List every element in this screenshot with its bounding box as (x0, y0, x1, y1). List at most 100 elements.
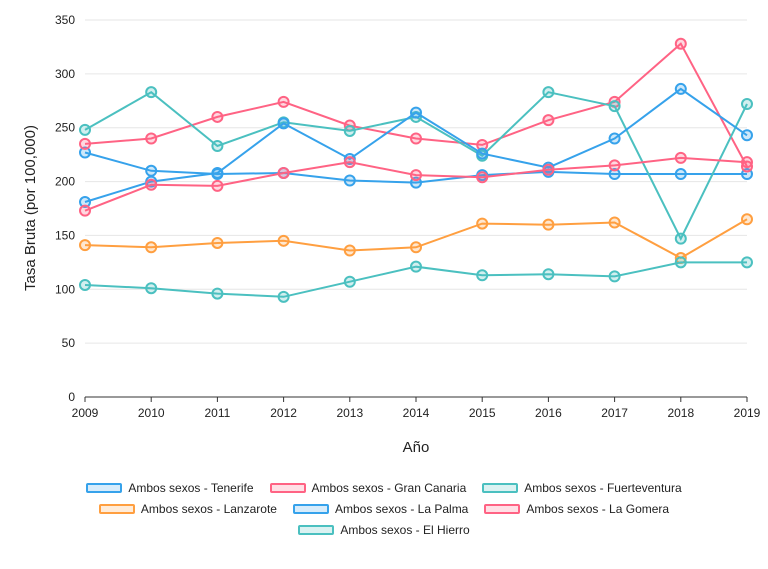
data-point[interactable] (79, 123, 91, 136)
data-point[interactable] (674, 82, 687, 95)
data-point[interactable] (145, 132, 158, 145)
data-point[interactable] (343, 244, 356, 257)
legend-item[interactable]: Ambos sexos - Gran Canaria (269, 481, 466, 495)
legend-label: Ambos sexos - El Hierro (340, 523, 470, 537)
data-point[interactable] (476, 217, 489, 230)
data-point[interactable] (476, 171, 489, 184)
data-point[interactable] (277, 95, 290, 108)
data-point[interactable] (277, 234, 290, 247)
data-point[interactable] (145, 164, 158, 177)
data-point[interactable] (674, 168, 687, 181)
data-point[interactable] (410, 260, 422, 273)
legend-item[interactable]: Ambos sexos - Fuerteventura (482, 481, 682, 495)
legend-label: Ambos sexos - Lanzarote (140, 502, 277, 516)
data-point[interactable] (608, 159, 621, 172)
data-point[interactable] (608, 100, 621, 113)
data-point[interactable] (277, 117, 290, 130)
legend-swatch (269, 483, 306, 493)
data-point[interactable] (608, 216, 621, 229)
data-point[interactable] (145, 178, 158, 191)
data-point[interactable] (741, 129, 753, 142)
data-point[interactable] (674, 151, 687, 164)
series-2 (79, 37, 753, 173)
series-7 (79, 256, 753, 303)
legend-row: Ambos sexos - Lanzarote Ambos sexos - La … (0, 501, 768, 517)
x-tick-label: 2015 (469, 406, 496, 420)
data-point[interactable] (674, 256, 687, 269)
data-point[interactable] (542, 86, 555, 99)
x-tick-label: 2009 (72, 406, 99, 420)
data-point[interactable] (343, 275, 356, 288)
data-point[interactable] (542, 163, 555, 176)
data-point[interactable] (410, 132, 422, 145)
data-point[interactable] (741, 156, 753, 169)
series-line (84, 42, 748, 167)
series-group (79, 37, 753, 303)
series-line (84, 261, 747, 298)
legend-swatch (482, 483, 519, 493)
data-point[interactable] (542, 268, 555, 281)
legend-swatch (86, 483, 123, 493)
data-point[interactable] (211, 110, 224, 123)
data-point[interactable] (674, 37, 687, 50)
data-point[interactable] (145, 241, 158, 254)
x-axis-title: Año (403, 439, 430, 456)
y-axis-ticks: 0 50 100 150 200 250 300 350 (55, 13, 75, 404)
legend-item[interactable]: Ambos sexos - La Palma (292, 502, 468, 516)
data-point[interactable] (79, 204, 91, 217)
series-line (84, 156, 748, 212)
y-tick-label: 50 (62, 336, 76, 350)
data-point[interactable] (343, 174, 356, 187)
legend-label: Ambos sexos - Tenerife (128, 481, 254, 495)
x-axis-ticks: 2009 2010 2011 2012 2013 2014 2015 2016 2017 2018… (72, 397, 761, 420)
series-4 (79, 213, 753, 265)
data-point[interactable] (343, 156, 356, 169)
legend-item[interactable]: Ambos sexos - Lanzarote (98, 502, 277, 516)
data-point[interactable] (410, 241, 422, 254)
data-point[interactable] (674, 232, 687, 245)
legend-label: Ambos sexos - La Gomera (526, 502, 670, 516)
data-point[interactable] (741, 213, 753, 226)
legend-swatch (484, 504, 521, 514)
data-point[interactable] (79, 239, 91, 252)
legend-item[interactable]: Ambos sexos - El Hierro (298, 523, 470, 537)
data-point[interactable] (145, 86, 158, 99)
legend-label: Ambos sexos - Fuerteventura (524, 481, 682, 495)
data-point[interactable] (211, 140, 224, 153)
data-point[interactable] (211, 236, 224, 249)
data-point[interactable] (211, 166, 224, 179)
series-line (84, 151, 747, 184)
series-5 (79, 82, 753, 209)
data-point[interactable] (277, 290, 290, 303)
data-point[interactable] (542, 114, 555, 127)
data-point[interactable] (741, 98, 753, 111)
data-point[interactable] (145, 282, 158, 295)
data-point[interactable] (79, 137, 91, 150)
data-point[interactable] (211, 287, 224, 300)
y-tick-label: 350 (55, 13, 75, 27)
legend-item[interactable]: Ambos sexos - Tenerife (86, 481, 254, 495)
y-tick-label: 150 (55, 228, 75, 242)
data-point[interactable] (79, 278, 91, 291)
data-point[interactable] (542, 218, 555, 231)
data-point[interactable] (211, 179, 224, 192)
data-point[interactable] (608, 270, 621, 283)
y-tick-label: 200 (55, 175, 75, 189)
data-point[interactable] (608, 168, 621, 181)
data-point[interactable] (343, 124, 356, 137)
data-point[interactable] (277, 166, 290, 179)
data-point[interactable] (79, 146, 91, 159)
legend-item[interactable]: Ambos sexos - La Gomera (484, 502, 669, 516)
legend-swatch (98, 504, 135, 514)
data-point[interactable] (410, 106, 422, 119)
x-tick-label: 2017 (601, 406, 628, 420)
data-point[interactable] (476, 269, 489, 282)
data-point[interactable] (608, 132, 621, 145)
data-point[interactable] (79, 196, 91, 209)
data-point[interactable] (476, 147, 489, 160)
data-point[interactable] (410, 169, 422, 182)
data-point[interactable] (741, 256, 753, 269)
legend-row: Ambos sexos - Tenerife Ambos sexos - Gran… (0, 480, 768, 496)
legend-swatch (292, 504, 329, 514)
x-tick-label: 2013 (336, 406, 363, 420)
